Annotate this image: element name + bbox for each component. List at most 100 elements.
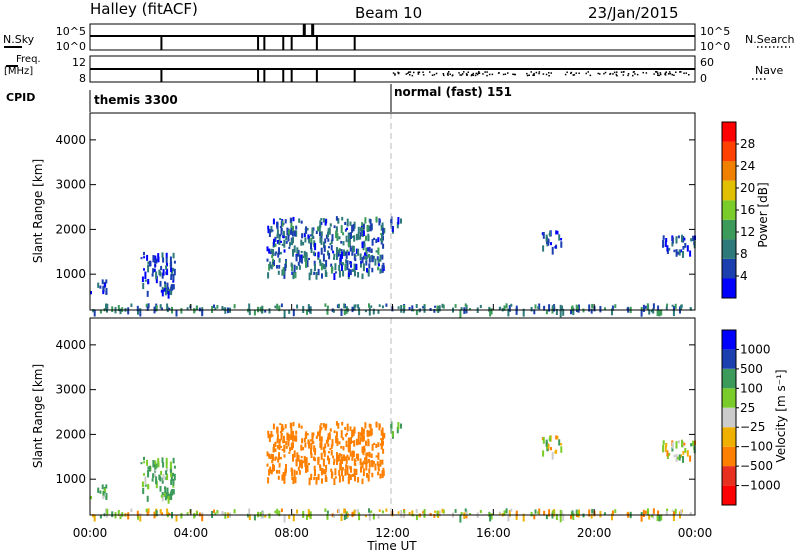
echo-cell-6	[642, 509, 645, 517]
echo-cell-2	[368, 459, 370, 463]
echo-cell-2	[267, 228, 270, 234]
echo-cell-1	[164, 486, 166, 489]
echo-cell-6	[119, 514, 122, 520]
nave-dot	[627, 74, 629, 77]
echo-cell-6	[674, 508, 677, 514]
echo-cell-2	[344, 456, 347, 461]
nave-dot	[532, 74, 534, 76]
echo-cell-0	[105, 287, 108, 294]
echo-cell-2	[301, 233, 304, 239]
echo-cell-5	[682, 451, 685, 455]
colorbar-tick-label: 12	[740, 225, 755, 239]
echo-cell-1	[155, 480, 158, 489]
echo-cell-1	[144, 271, 147, 279]
echo-cell-2	[290, 467, 293, 472]
echo-cell-2	[280, 228, 283, 235]
echo-cell-2	[377, 468, 380, 472]
echo-cell-6	[296, 304, 299, 309]
y-tick-label: 4000	[55, 133, 86, 147]
echo-cell-1	[173, 260, 176, 264]
echo-cell-1	[165, 462, 168, 469]
echo-cell-2	[274, 243, 277, 247]
echo-cell-2	[370, 453, 373, 458]
echo-cell-2	[381, 470, 384, 478]
echo-cell-2	[329, 448, 332, 450]
echo-cell-2	[279, 456, 282, 460]
echo-cell-2	[345, 259, 348, 264]
echo-cell-2	[314, 469, 316, 477]
echo-cell-2	[281, 425, 284, 432]
echo-cell-6	[180, 512, 183, 519]
echo-cell-2	[340, 454, 343, 457]
echo-cell-2	[271, 434, 274, 437]
echo-cell-5	[678, 454, 681, 461]
echo-cell-2	[333, 461, 335, 465]
echo-cell-2	[311, 432, 314, 441]
echo-cell-1	[166, 487, 169, 495]
echo-cell-2	[279, 423, 282, 426]
echo-cell-6	[221, 306, 224, 311]
echo-cell-6	[611, 513, 613, 521]
echo-cell-6	[111, 511, 114, 518]
echo-cell-2	[368, 430, 371, 437]
echo-cell-6	[326, 305, 329, 309]
echo-cell-2	[268, 229, 271, 237]
echo-cell-2	[334, 468, 337, 476]
echo-cell-2	[354, 254, 357, 257]
echo-cell-2	[312, 251, 315, 256]
echo-cell-6	[441, 508, 444, 513]
echo-cell-5	[677, 440, 680, 444]
echo-cell-5	[673, 249, 676, 253]
echo-cell-2	[377, 452, 380, 460]
echo-cell-2	[303, 232, 306, 238]
colorbar-swatch	[722, 239, 736, 259]
echo-cell-2	[338, 475, 341, 483]
echo-cell-6	[465, 304, 468, 311]
nave-dot	[504, 73, 507, 75]
colorbar-tick-label: −500	[740, 459, 773, 473]
freq-label-line1: Freq.	[16, 54, 41, 65]
echo-cell-6	[247, 513, 250, 518]
echo-cell-1	[170, 475, 173, 481]
echo-cell-2	[323, 469, 326, 475]
echo-cell-6	[418, 308, 421, 313]
echo-cell-2	[283, 454, 286, 458]
echo-cell-2	[279, 431, 282, 434]
echo-cell-6	[368, 508, 370, 513]
echo-cell-2	[357, 431, 360, 438]
echo-cell-1	[147, 466, 150, 469]
echo-cell-2	[362, 263, 365, 272]
echo-cell-6	[193, 308, 196, 314]
echo-cell-6	[507, 513, 510, 522]
echo-cell-2	[282, 234, 285, 239]
echo-cell-6	[537, 511, 540, 514]
echo-cell-5	[671, 442, 674, 449]
echo-cell-6	[213, 509, 215, 513]
echo-cell-2	[300, 425, 303, 429]
echo-cell-2	[362, 230, 365, 236]
nave-dot	[474, 74, 477, 77]
colorbar-swatch	[722, 427, 736, 447]
echo-cell-2	[328, 246, 330, 249]
echo-cell-2	[381, 265, 384, 273]
echo-cell-6	[469, 308, 471, 311]
echo-cell-2	[300, 444, 303, 451]
echo-cell-5	[683, 442, 686, 446]
echo-cell-6	[166, 508, 169, 516]
echo-cell-6	[673, 306, 675, 312]
echo-cell-6	[611, 305, 614, 311]
echo-cell-2	[344, 426, 347, 430]
echo-cell-2	[367, 438, 370, 447]
date-title: 23/Jan/2015	[588, 4, 679, 22]
echo-cell-5	[682, 236, 685, 243]
echo-cell-2	[323, 446, 325, 454]
echo-cell-6	[351, 511, 354, 518]
echo-cell-6	[307, 304, 310, 312]
nave-dot	[472, 74, 474, 76]
echo-cell-2	[329, 428, 332, 432]
echo-cell-6	[510, 303, 513, 307]
echo-cell-6	[106, 508, 109, 515]
echo-cell-2	[380, 232, 383, 236]
echo-cell-2	[292, 249, 294, 257]
echo-cell-2	[347, 447, 350, 453]
